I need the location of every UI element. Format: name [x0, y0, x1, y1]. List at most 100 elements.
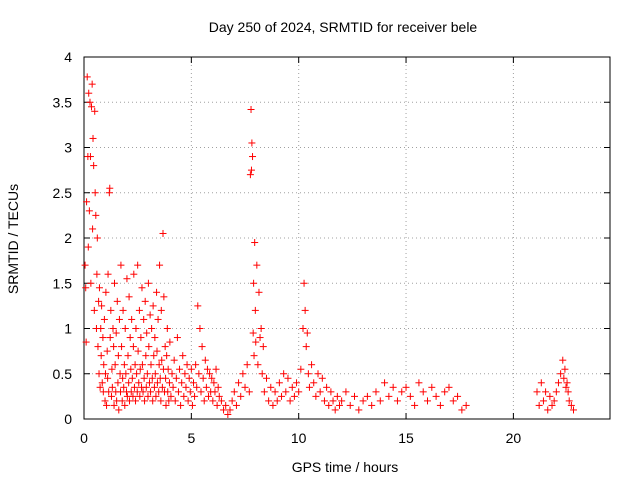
data-point [104, 270, 112, 278]
data-point [262, 374, 270, 382]
y-tick-label: 2.5 [53, 185, 73, 201]
data-point [135, 306, 143, 314]
data-point [121, 401, 129, 409]
data-point [128, 315, 136, 323]
data-point [232, 401, 240, 409]
x-tick-label: 0 [80, 430, 88, 446]
data-point [82, 338, 90, 346]
chart-title: Day 250 of 2024, SRMTID for receiver bel… [209, 19, 478, 35]
data-point [132, 397, 140, 405]
data-point [191, 392, 199, 400]
data-point [318, 374, 326, 382]
data-point [127, 365, 135, 373]
data-point [368, 401, 376, 409]
data-point [183, 361, 191, 369]
data-point [228, 397, 236, 405]
data-point [237, 392, 245, 400]
data-point [141, 297, 149, 305]
data-point [198, 343, 206, 351]
data-point [256, 334, 264, 342]
data-point [177, 401, 185, 409]
data-point [271, 388, 279, 396]
data-point [544, 406, 552, 414]
data-point [535, 401, 543, 409]
data-point [167, 392, 175, 400]
data-point [273, 397, 281, 405]
data-point [432, 392, 440, 400]
data-point [186, 388, 194, 396]
data-point [98, 302, 106, 310]
data-point [163, 325, 171, 332]
data-point [552, 388, 560, 396]
data-point [230, 388, 238, 396]
data-point [147, 361, 155, 369]
data-point [389, 383, 397, 391]
data-point [259, 343, 267, 351]
data-point [255, 288, 263, 296]
data-point [118, 397, 126, 405]
data-point [92, 211, 100, 219]
data-point [157, 397, 165, 405]
data-point [249, 153, 257, 161]
data-point [246, 171, 254, 179]
data-point [172, 374, 180, 382]
data-point [130, 383, 138, 391]
data-point [91, 107, 99, 115]
data-point [295, 388, 303, 396]
data-point [120, 383, 128, 391]
data-point [133, 370, 141, 378]
data-point [134, 261, 142, 269]
data-point [86, 98, 94, 106]
data-point [124, 352, 132, 360]
data-point [93, 234, 101, 242]
data-point [192, 361, 200, 369]
data-point [462, 401, 470, 409]
data-point [119, 306, 127, 314]
data-point [185, 374, 193, 382]
y-tick-label: 2 [64, 230, 72, 246]
data-point [194, 302, 202, 310]
plot-frame [83, 56, 611, 420]
data-point [140, 315, 148, 323]
data-point [169, 383, 177, 391]
data-point [251, 306, 259, 314]
data-point [129, 343, 137, 351]
data-point [126, 334, 134, 342]
data-point [114, 352, 122, 360]
data-point [415, 379, 423, 387]
data-point [561, 365, 569, 373]
data-point [269, 401, 277, 409]
data-point [107, 392, 115, 400]
data-point [149, 302, 157, 310]
x-tick-label: 10 [291, 430, 307, 446]
data-point [143, 329, 151, 337]
data-point [458, 406, 466, 414]
data-point [247, 105, 255, 113]
data-point [265, 397, 273, 405]
data-point [132, 325, 140, 332]
data-point [162, 401, 170, 409]
y-tick-label: 1 [64, 321, 72, 337]
data-point [168, 370, 176, 378]
data-point [557, 370, 565, 378]
data-point [158, 356, 166, 364]
data-point [257, 325, 265, 332]
data-point [184, 397, 192, 405]
data-point [329, 397, 337, 405]
data-point [327, 388, 335, 396]
data-point [144, 392, 152, 400]
data-point [149, 397, 157, 405]
data-point [116, 388, 124, 396]
data-point [101, 370, 109, 378]
data-point [89, 134, 97, 142]
data-point [85, 89, 93, 97]
data-point [441, 388, 449, 396]
data-point [125, 293, 133, 301]
data-point [166, 338, 174, 346]
data-point [96, 383, 104, 391]
data-point [130, 270, 138, 278]
data-point [217, 397, 225, 405]
data-point [239, 370, 247, 378]
data-point [87, 279, 95, 287]
data-point [351, 392, 359, 400]
